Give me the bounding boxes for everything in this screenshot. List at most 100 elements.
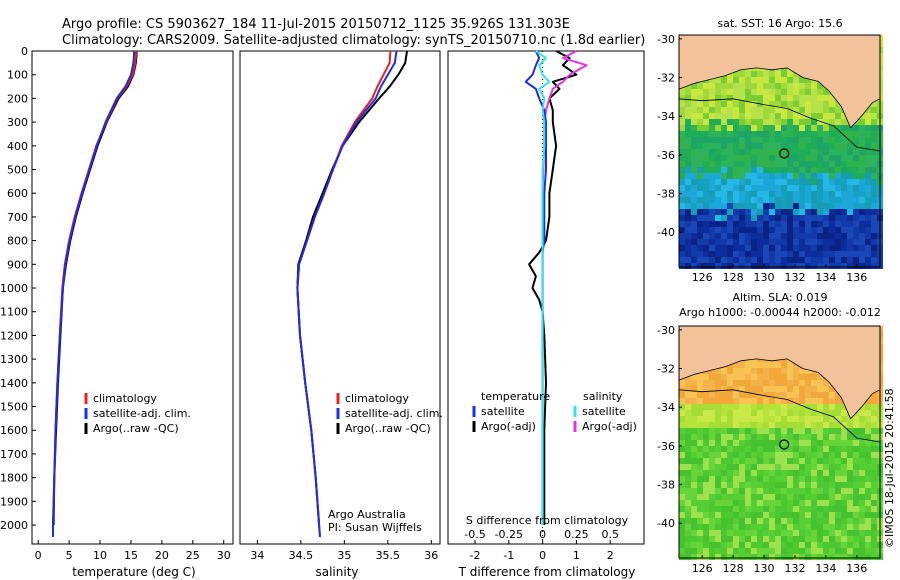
sla-cell xyxy=(721,476,727,482)
sst-cell xyxy=(745,71,751,77)
sst-cell xyxy=(829,197,835,203)
sst-cell xyxy=(739,71,745,77)
sla-cell xyxy=(709,416,715,422)
sla-cell xyxy=(847,470,853,476)
sla-cell xyxy=(817,392,823,398)
sla-cell xyxy=(775,482,781,488)
sla-cell xyxy=(835,488,841,494)
sst-cell xyxy=(751,191,757,197)
sst-cell xyxy=(811,179,817,185)
sst-cell xyxy=(823,233,829,239)
sst-cell xyxy=(751,257,757,263)
sla-cell xyxy=(793,386,799,392)
sst-cell xyxy=(847,161,853,167)
sst-cell xyxy=(745,191,751,197)
sla-cell xyxy=(859,494,865,500)
sla-cell xyxy=(703,452,709,458)
sla-cell xyxy=(769,404,775,410)
sst-cell xyxy=(745,137,751,143)
sst-cell xyxy=(739,245,745,251)
sst-cell xyxy=(835,167,841,173)
sla-cell xyxy=(829,428,835,434)
sst-cell xyxy=(871,251,877,257)
sst-cell xyxy=(733,125,739,131)
sla-cell xyxy=(793,368,799,374)
sst-cell xyxy=(859,143,865,149)
sla-cell xyxy=(739,458,745,464)
sst-cell xyxy=(727,197,733,203)
sla-cell xyxy=(841,428,847,434)
sla-cell xyxy=(787,392,793,398)
sla-cell xyxy=(745,452,751,458)
sla-cell xyxy=(739,524,745,530)
sst-cell xyxy=(697,131,703,137)
sla-cell xyxy=(721,536,727,542)
sst-cell xyxy=(721,161,727,167)
sst-cell xyxy=(709,143,715,149)
sst-cell xyxy=(751,263,757,269)
sla-cell xyxy=(727,470,733,476)
sst-cell xyxy=(793,203,799,209)
sst-cell xyxy=(871,215,877,221)
sla-cell xyxy=(691,428,697,434)
sla-cell xyxy=(817,488,823,494)
sla-y-tick-label: -30 xyxy=(657,324,675,337)
sst-cell xyxy=(739,233,745,239)
sla-cell xyxy=(805,398,811,404)
sla-cell xyxy=(841,506,847,512)
sla-cell xyxy=(685,500,691,506)
sst-cell xyxy=(727,89,733,95)
sla-cell xyxy=(757,362,763,368)
sla-cell xyxy=(811,452,817,458)
sla-cell xyxy=(799,542,805,548)
temperature-legend-satellite-label: satellite-adj. clim. xyxy=(93,407,191,420)
sst-cell xyxy=(763,77,769,83)
sst-cell xyxy=(703,137,709,143)
sla-cell xyxy=(751,386,757,392)
sla-cell xyxy=(799,386,805,392)
sla-cell xyxy=(817,512,823,518)
sla-cell xyxy=(811,380,817,386)
sla-cell xyxy=(733,458,739,464)
sst-cell xyxy=(757,113,763,119)
sst-cell xyxy=(721,221,727,227)
sst-cell xyxy=(871,185,877,191)
sla-cell xyxy=(739,428,745,434)
sla-cell xyxy=(757,416,763,422)
sla-cell xyxy=(739,392,745,398)
sla-cell xyxy=(697,386,703,392)
sla-cell xyxy=(763,404,769,410)
sst-cell xyxy=(823,197,829,203)
sla-cell xyxy=(859,446,865,452)
sst-cell xyxy=(865,251,871,257)
sla-cell xyxy=(847,440,853,446)
sst-cell xyxy=(775,209,781,215)
sst-cell xyxy=(769,95,775,101)
sst-cell xyxy=(781,107,787,113)
sst-cell xyxy=(721,137,727,143)
sst-cell xyxy=(679,215,685,221)
sla-cell xyxy=(703,512,709,518)
sst-cell xyxy=(793,257,799,263)
sla-cell xyxy=(709,488,715,494)
sst-cell xyxy=(745,227,751,233)
sst-cell xyxy=(709,149,715,155)
sst-cell xyxy=(733,173,739,179)
sst-cell xyxy=(793,197,799,203)
sst-cell xyxy=(787,191,793,197)
sla-cell xyxy=(721,386,727,392)
sst-cell xyxy=(721,131,727,137)
sst-cell xyxy=(721,113,727,119)
sst-cell xyxy=(685,149,691,155)
sla-cell xyxy=(871,500,877,506)
sst-cell xyxy=(811,143,817,149)
sla-cell xyxy=(847,464,853,470)
sst-cell xyxy=(841,263,847,269)
sla-cell xyxy=(805,524,811,530)
sla-cell xyxy=(769,452,775,458)
sla-cell xyxy=(793,458,799,464)
sst-cell xyxy=(799,191,805,197)
sst-cell xyxy=(811,83,817,89)
sst-cell xyxy=(847,167,853,173)
sst-cell xyxy=(865,161,871,167)
